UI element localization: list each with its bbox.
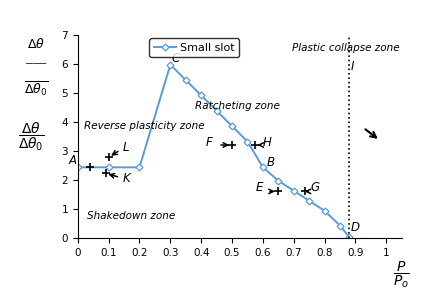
Small slot — [245, 140, 250, 143]
Small slot — [137, 166, 142, 169]
Text: $\overline{\Delta\theta_0}$: $\overline{\Delta\theta_0}$ — [24, 79, 48, 98]
Text: C: C — [172, 52, 180, 65]
Small slot — [168, 63, 173, 66]
Text: F: F — [205, 136, 212, 149]
Legend: Small slot: Small slot — [149, 38, 239, 57]
Text: L: L — [123, 142, 129, 154]
Small slot — [307, 199, 312, 202]
Text: G: G — [311, 182, 320, 194]
Small slot — [260, 166, 266, 169]
Line: Small slot: Small slot — [75, 62, 352, 240]
Small slot — [337, 224, 343, 227]
Small slot — [75, 166, 80, 169]
Text: Shakedown zone: Shakedown zone — [87, 211, 175, 221]
Small slot — [322, 209, 327, 213]
Small slot — [106, 166, 111, 169]
Text: $\dfrac{P}{P_o}$: $\dfrac{P}{P_o}$ — [394, 259, 410, 290]
Small slot — [291, 189, 296, 193]
Small slot — [276, 179, 281, 182]
Small slot — [229, 124, 235, 128]
Text: ─────: ───── — [25, 61, 46, 67]
Text: E: E — [255, 182, 263, 194]
Small slot — [214, 109, 219, 113]
Small slot — [199, 94, 204, 97]
Y-axis label: $\dfrac{\Delta\theta}{\Delta\theta_0}$: $\dfrac{\Delta\theta}{\Delta\theta_0}$ — [18, 120, 44, 153]
Text: B: B — [267, 157, 275, 169]
Text: I: I — [351, 60, 354, 73]
Text: $\Delta\theta$: $\Delta\theta$ — [27, 37, 44, 51]
Small slot — [183, 78, 188, 82]
Text: Plastic collapse zone: Plastic collapse zone — [292, 43, 400, 53]
Text: Ratcheting zone: Ratcheting zone — [195, 101, 280, 111]
Small slot — [347, 235, 352, 239]
Text: D: D — [350, 221, 359, 234]
Text: K: K — [123, 172, 130, 185]
Text: Reverse plasticity zone: Reverse plasticity zone — [84, 121, 205, 131]
Text: H: H — [263, 136, 272, 149]
Text: A: A — [68, 155, 76, 167]
